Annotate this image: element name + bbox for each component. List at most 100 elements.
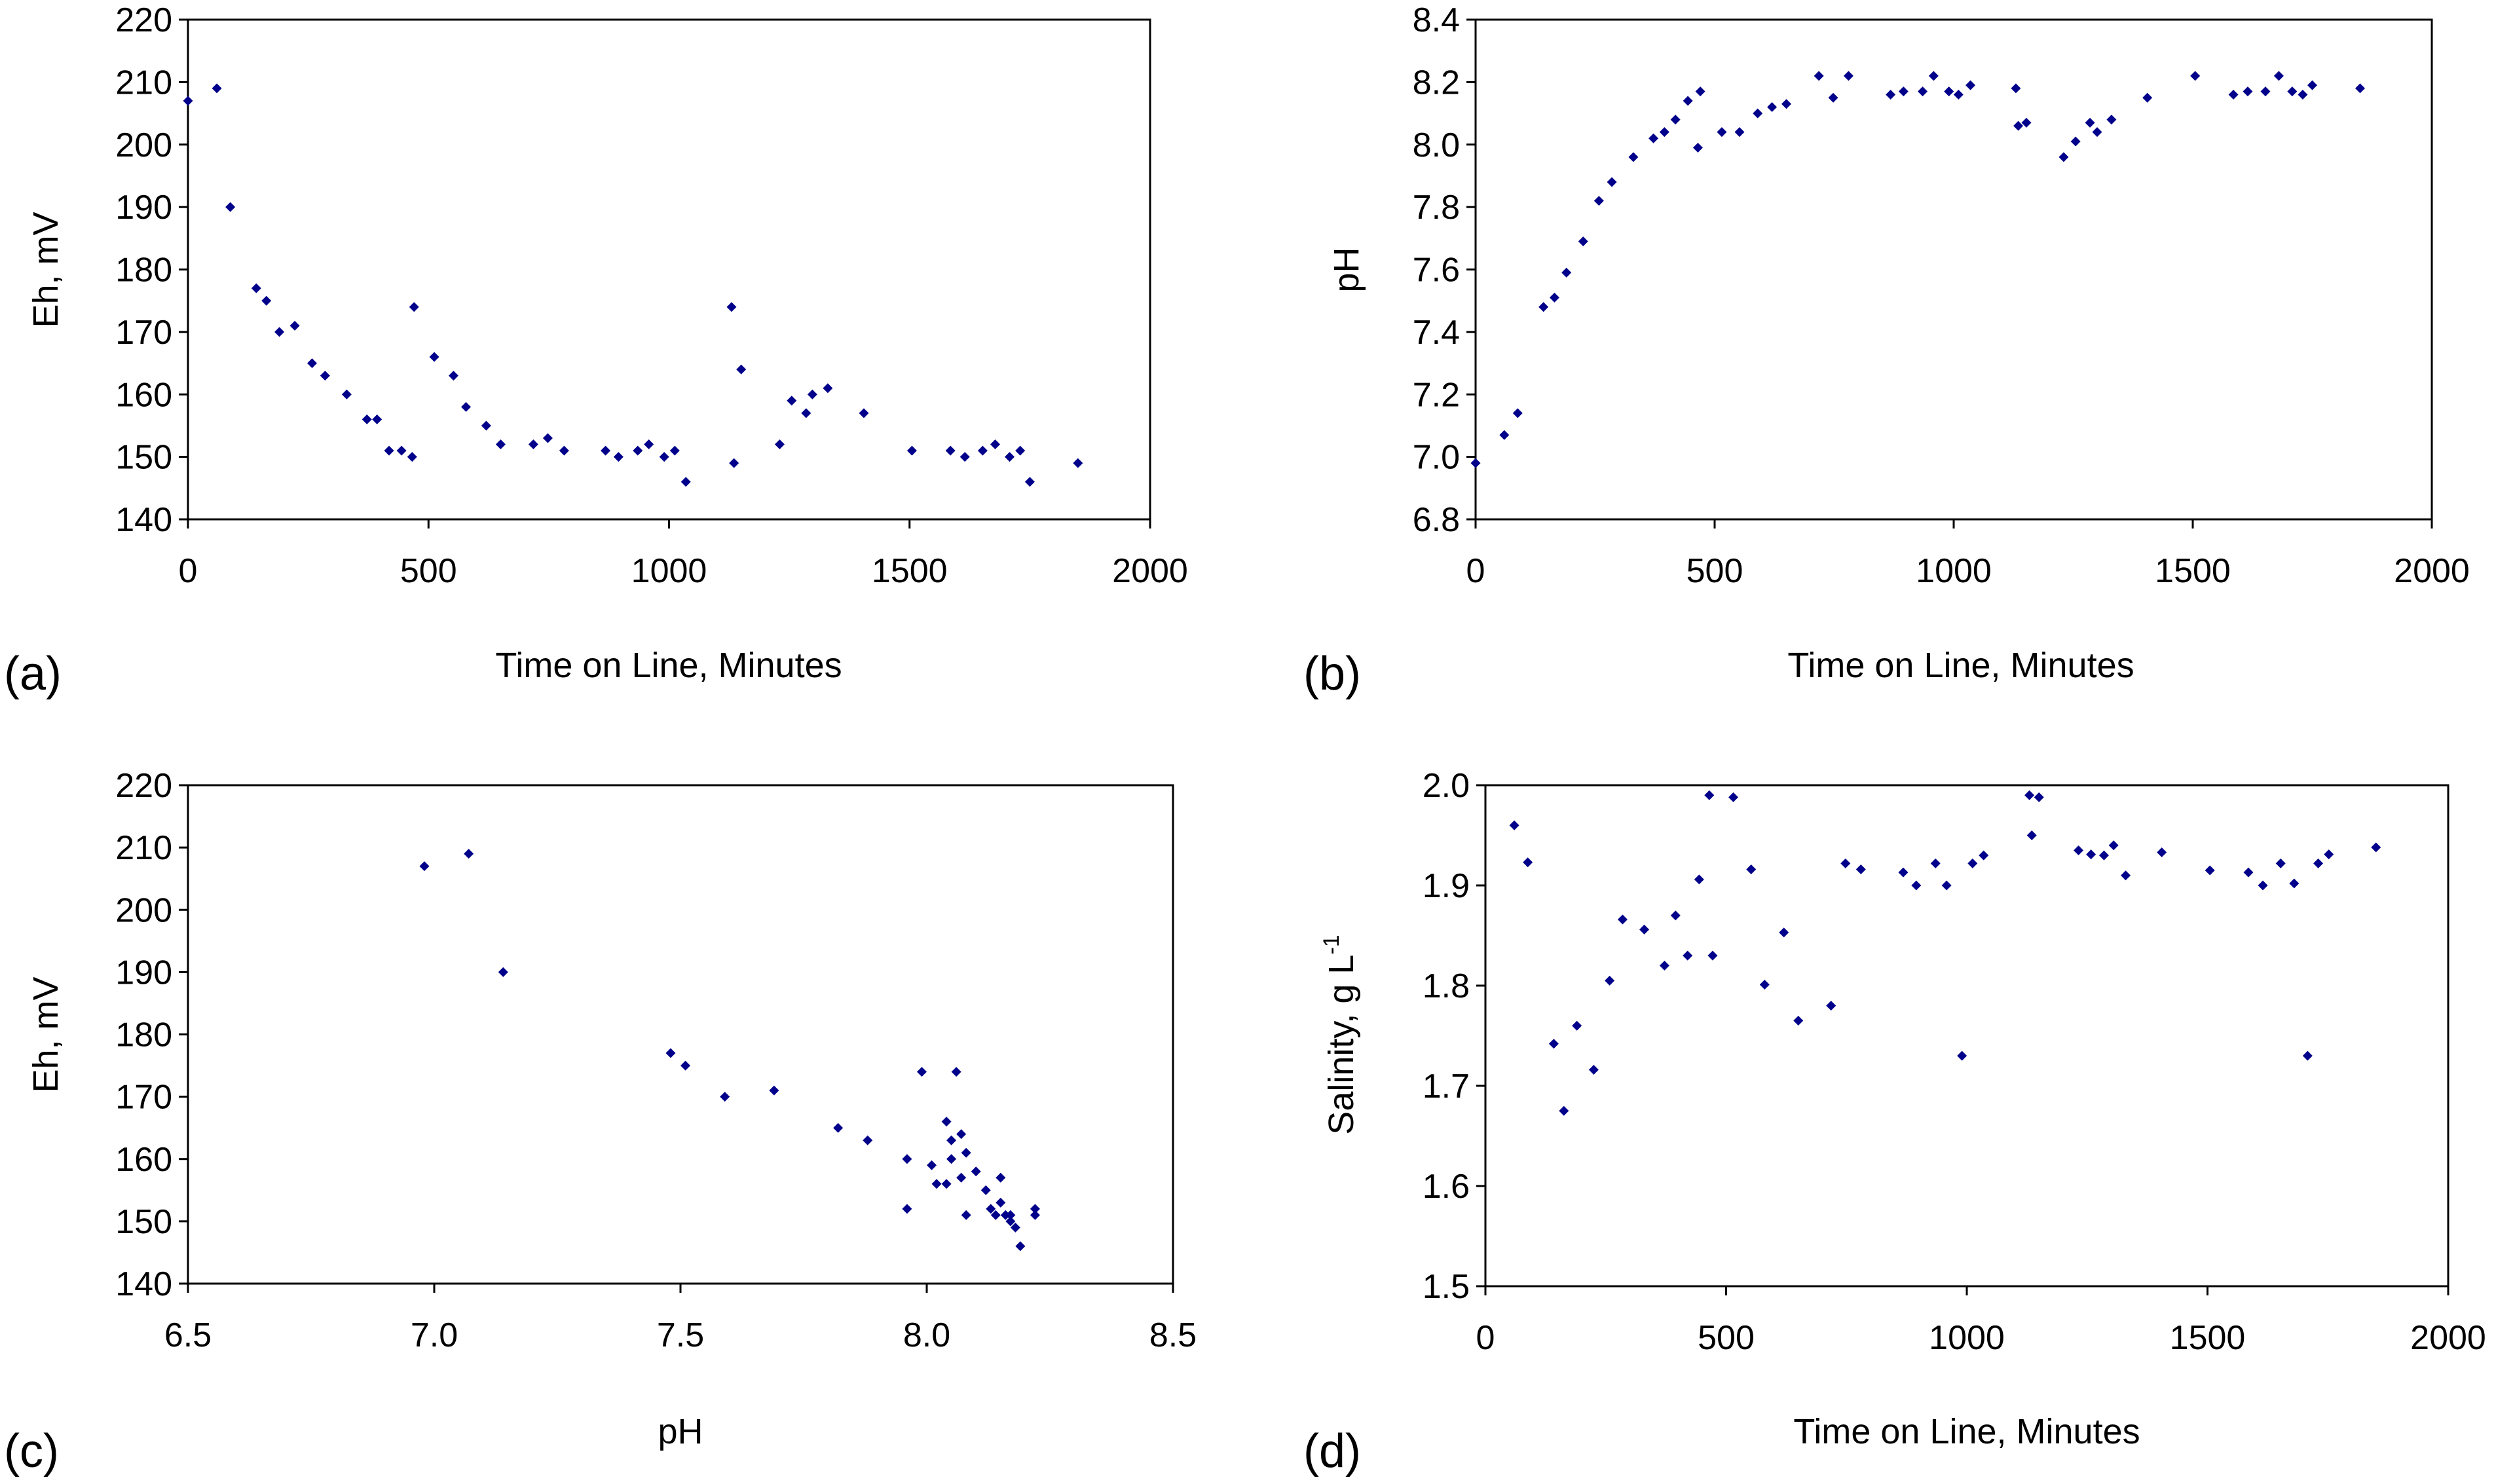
data-point [941, 1117, 952, 1127]
data-point [1470, 458, 1481, 468]
data-points [183, 83, 1083, 487]
data-point [429, 352, 439, 362]
y-tick-label: 7.2 [1413, 376, 1460, 414]
data-point [320, 371, 330, 381]
data-point [1717, 127, 1727, 138]
y-tick-label: 7.4 [1413, 314, 1460, 352]
data-point [1759, 979, 1770, 990]
data-point [461, 401, 472, 412]
data-point [528, 439, 538, 450]
y-tick-label: 200 [115, 891, 172, 929]
data-point [225, 202, 236, 212]
data-point [736, 364, 747, 375]
data-point [902, 1204, 912, 1214]
data-point [1588, 1065, 1599, 1075]
data-point [1015, 1241, 1026, 1252]
data-point [289, 320, 300, 331]
data-point [1605, 975, 1615, 986]
x-tick-label: 1500 [872, 552, 948, 590]
data-point [1965, 80, 1976, 90]
axis-ticks [1476, 784, 2449, 1295]
data-point [1572, 1020, 1582, 1031]
data-point [859, 408, 869, 418]
data-point [613, 452, 624, 462]
data-point [183, 96, 193, 106]
y-tick-label: 220 [115, 767, 172, 805]
data-point [261, 295, 272, 306]
data-point [2275, 858, 2286, 868]
data-point [1512, 408, 1523, 418]
data-point [644, 439, 654, 450]
data-point [559, 445, 569, 456]
y-tick-label: 7.8 [1413, 189, 1460, 227]
data-point [906, 445, 917, 456]
x-axis-label: Time on Line, Minutes [1787, 646, 2134, 685]
data-point [2287, 86, 2298, 97]
data-point [801, 408, 811, 418]
data-point [1843, 71, 1853, 81]
y-tick-label: 210 [115, 64, 172, 102]
data-point [680, 477, 691, 487]
data-point [407, 452, 417, 462]
data-point [1509, 820, 1519, 830]
data-point [1024, 477, 1035, 487]
panel-label: (d) [1303, 1425, 1361, 1477]
data-point [774, 439, 785, 450]
plot-area [187, 18, 1151, 521]
data-point [1826, 1001, 1836, 1011]
data-point [1898, 867, 1909, 878]
data-point [2024, 790, 2035, 800]
data-point [680, 1060, 691, 1071]
y-tick-label: 7.0 [1413, 439, 1460, 477]
y-tick-label: 160 [115, 376, 172, 414]
axis-ticks [179, 18, 1151, 529]
data-point [1578, 236, 1588, 247]
x-tick-label: 2000 [2410, 1319, 2486, 1357]
data-point [961, 1210, 971, 1220]
data-point [1683, 96, 1693, 106]
data-point [729, 458, 739, 468]
data-point [1694, 874, 1704, 885]
x-tick-label: 6.5 [164, 1316, 212, 1354]
data-point [396, 445, 407, 456]
data-point [1746, 864, 1757, 875]
data-point [384, 445, 394, 456]
data-point [2243, 86, 2253, 97]
data-point [1728, 792, 1739, 802]
data-point [2092, 127, 2102, 138]
data-point [2302, 1050, 2313, 1061]
y-tick-label: 180 [115, 1016, 172, 1054]
data-point [2011, 83, 2021, 94]
data-point [1683, 950, 1693, 961]
data-point [1005, 1216, 1016, 1227]
y-tick-label: 140 [115, 1265, 172, 1303]
data-point [787, 396, 797, 406]
panel-label: (b) [1303, 648, 1361, 700]
data-point [1523, 857, 1533, 868]
data-point [372, 414, 382, 424]
x-tick-label: 2000 [1112, 552, 1188, 590]
data-point [2243, 867, 2254, 878]
data-point [2324, 849, 2334, 860]
y-tick-label: 170 [115, 314, 172, 352]
data-point [1659, 127, 1669, 138]
data-point [980, 1185, 991, 1195]
data-point [956, 1172, 967, 1183]
data-point [1957, 1050, 1967, 1061]
data-point [823, 383, 833, 394]
x-tick-label: 1500 [2170, 1319, 2246, 1357]
data-point [1767, 102, 1778, 113]
x-tick-label: 1500 [2155, 552, 2231, 590]
data-point [212, 83, 222, 94]
panel-label: (a) [4, 648, 62, 700]
data-point [1000, 1210, 1011, 1220]
y-tick-label: 1.5 [1423, 1268, 1470, 1306]
axis-tick-labels: 0 500 1000 1500 2000 140 150 160 170 180 190 200 210… [115, 1, 1188, 590]
chart-panel-d: 0 500 1000 1500 2000 1.5 1.6 1.7 1.8 1.9 2.0 Time … [1303, 767, 2486, 1477]
data-point [1944, 86, 1954, 97]
data-point [1928, 71, 1939, 81]
data-point [956, 1129, 967, 1140]
x-tick-label: 1000 [631, 552, 707, 590]
y-axis-label: Eh, mV [26, 976, 65, 1092]
